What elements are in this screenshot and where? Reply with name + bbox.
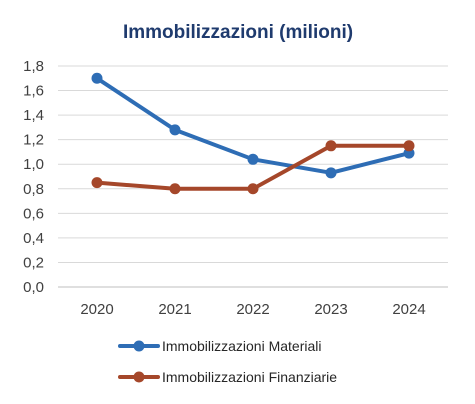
legend-label: Immobilizzazioni Materiali	[162, 338, 322, 354]
x-tick-label: 2023	[314, 301, 347, 318]
x-tick-label: 2020	[80, 301, 113, 318]
x-axis-ticks: 2020 2021 2022 2023 2024	[80, 301, 425, 318]
chart-title: Immobilizzazioni (milioni)	[123, 22, 353, 43]
legend-label: Immobilizzazioni Finanziarie	[162, 369, 337, 385]
y-tick-label: 1,4	[23, 107, 44, 124]
data-point	[169, 183, 181, 195]
gridlines	[58, 65, 448, 288]
data-point	[325, 140, 337, 152]
y-tick-label: 0,6	[23, 205, 44, 222]
data-point	[247, 183, 259, 195]
y-tick-label: 1,0	[23, 156, 44, 173]
y-tick-label: 0,4	[23, 230, 44, 247]
y-tick-label: 0,0	[23, 279, 44, 296]
x-tick-label: 2024	[392, 301, 425, 318]
series-layer	[91, 72, 415, 195]
data-point	[247, 153, 259, 165]
y-tick-label: 1,6	[23, 83, 44, 100]
series-line-2	[95, 143, 411, 191]
data-point	[91, 177, 103, 189]
data-point	[403, 140, 415, 152]
data-point	[169, 124, 181, 136]
y-tick-label: 1,8	[23, 58, 44, 75]
data-point	[325, 167, 337, 179]
legend-swatch-marker	[133, 340, 145, 352]
x-tick-label: 2021	[158, 301, 191, 318]
legend-swatch-marker	[133, 371, 145, 383]
y-tick-label: 0,2	[23, 254, 44, 271]
legend: Immobilizzazioni Materiali Immobilizzazio…	[118, 338, 337, 385]
y-axis-ticks: 0,0 0,2 0,4 0,6 0,8 1,0 1,2 1,4 1,6 1,8	[23, 58, 44, 296]
y-tick-label: 1,2	[23, 132, 44, 149]
data-point	[91, 72, 103, 84]
x-tick-label: 2022	[236, 301, 269, 318]
y-tick-label: 0,8	[23, 181, 44, 198]
